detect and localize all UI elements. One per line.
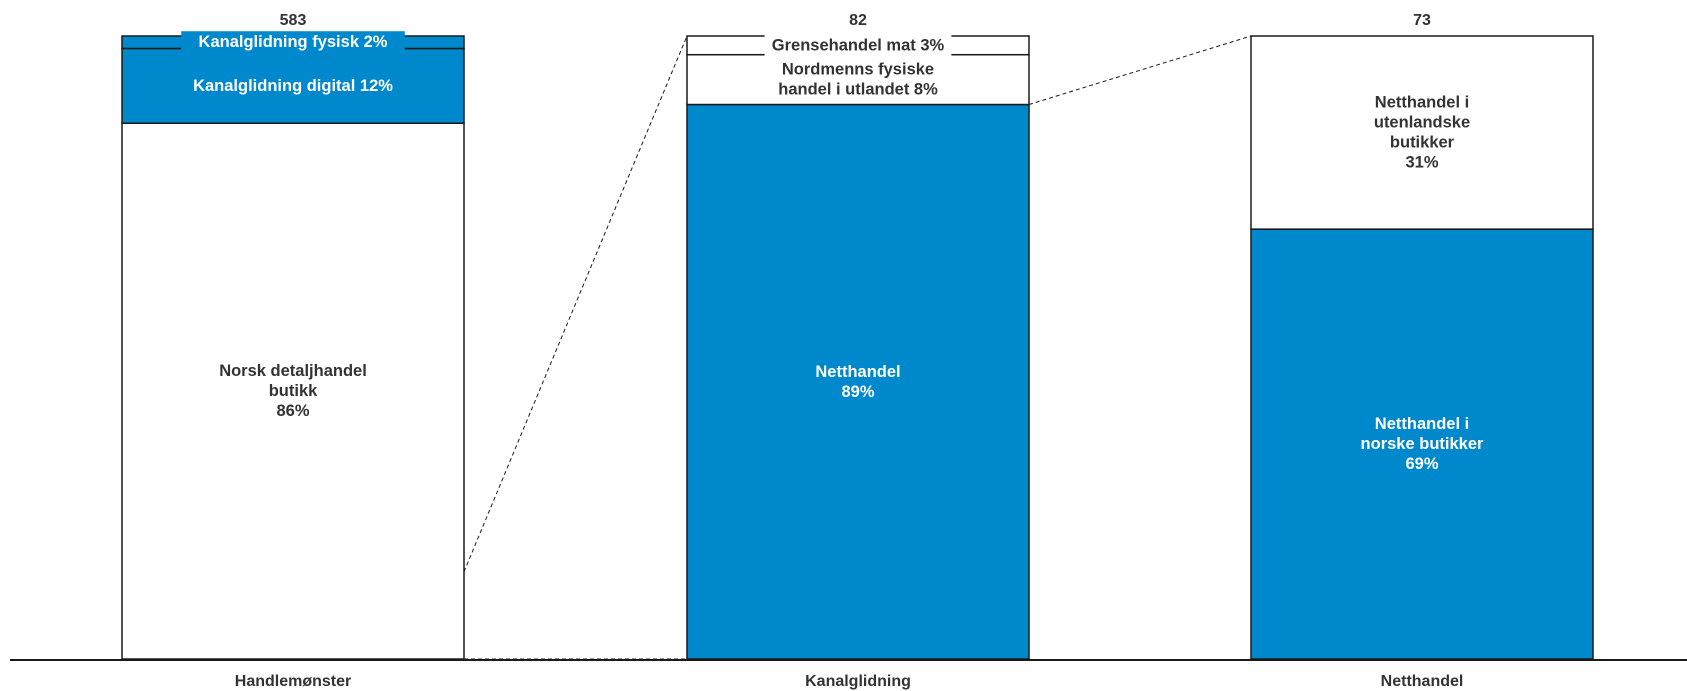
category-label-0: Handlemønster — [235, 673, 351, 690]
category-label-1: Kanalglidning — [805, 673, 911, 690]
segment-label-0-2: Kanalglidning fysisk 2% — [199, 33, 388, 51]
connector-upper-1 — [1028, 35, 1252, 106]
segment-label-0-0: Norsk detaljhandel butikk 86% — [219, 362, 367, 420]
segment-label-0-1: Kanalglidning digital 12% — [193, 77, 393, 95]
bar-segment-0-0 — [121, 122, 465, 660]
bar-total-0: 583 — [280, 12, 307, 29]
bars-group — [121, 35, 1594, 660]
bar-segment-1-0 — [686, 103, 1030, 660]
bar-total-2: 73 — [1413, 12, 1431, 29]
bar-segment-0-1 — [121, 47, 465, 124]
segment-label-1-0: Netthandel 89% — [815, 363, 900, 401]
segment-label-1-2: Grensehandel mat 3% — [772, 36, 945, 54]
bar-segment-2-1 — [1250, 35, 1594, 230]
labels-group: Norsk detaljhandel butikk 86% Kanalglidning… — [181, 12, 1484, 690]
segment-label-2-1: Netthandel i utenlandske butikker 31% — [1374, 94, 1470, 172]
segment-label-1-1: Nordmenns fysiske handel i utlandet 8% — [778, 61, 938, 99]
segment-label-bg-0-2 — [181, 31, 405, 54]
bar-total-1: 82 — [849, 12, 867, 29]
connector-upper-0 — [463, 35, 688, 572]
category-label-2: Netthandel — [1381, 673, 1464, 690]
segment-label-bg-1-2 — [764, 34, 952, 57]
segment-label-2-0: Netthandel i norske butikker 69% — [1361, 415, 1484, 473]
bar-segment-1-1 — [686, 53, 1030, 106]
